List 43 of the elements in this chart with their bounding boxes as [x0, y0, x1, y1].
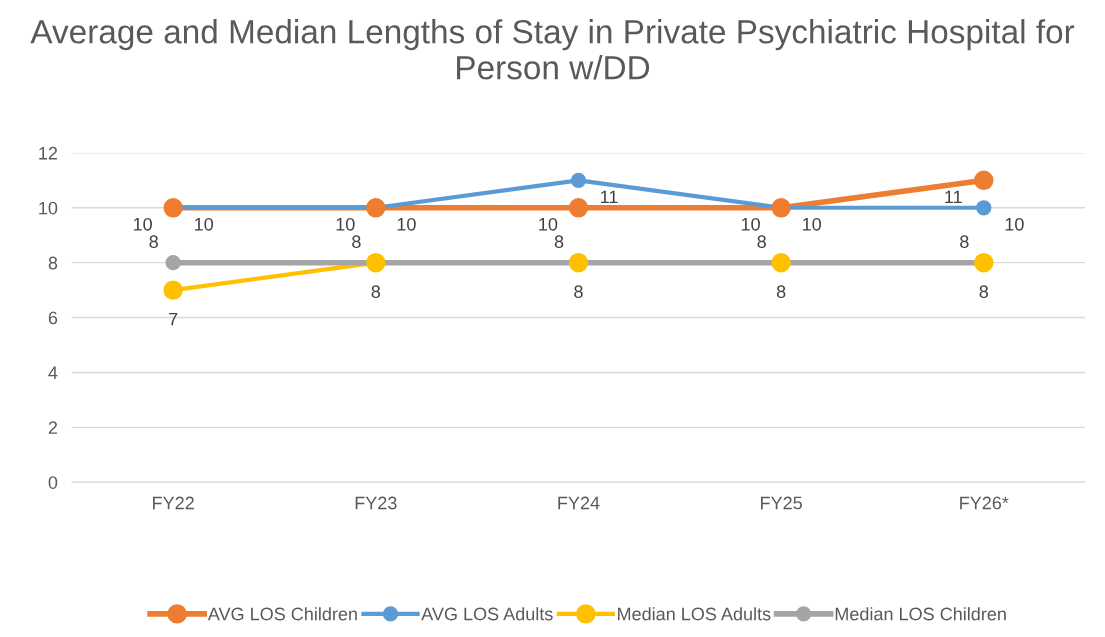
y-tick-label: 2	[48, 421, 58, 434]
data-label: 10	[1005, 217, 1024, 231]
x-tick-label: FY26*	[960, 496, 1009, 510]
data-label: 8	[554, 235, 564, 249]
data-label: 8	[960, 235, 969, 249]
legend-label: Median LOS Adults	[618, 607, 771, 621]
point	[570, 172, 587, 188]
y-tick-label: 6	[48, 311, 58, 325]
legend-label: AVG LOS Children	[207, 607, 357, 621]
chart-title: Average and Median Lengths of Stay in Private Psychiatric Hospital for Person w/DD	[30, 19, 1075, 80]
data-label: 10	[336, 217, 355, 231]
data-label: 7	[169, 312, 178, 326]
y-tick-label: 12	[39, 146, 58, 160]
data-label: 10	[741, 217, 760, 231]
data-label: 8	[352, 235, 361, 249]
data-label: 10	[195, 217, 214, 231]
data-label: 8	[371, 285, 381, 299]
x-tick-label: FY23	[355, 496, 397, 510]
data-label: 10	[803, 217, 822, 231]
y-tick-label: 10	[39, 201, 58, 215]
data-label: 8	[149, 235, 158, 249]
point	[163, 280, 183, 300]
data-label: 11	[601, 190, 618, 204]
data-label: 11	[945, 190, 962, 204]
data-label: 8	[776, 285, 786, 299]
data-label: 10	[539, 217, 558, 231]
point	[165, 255, 181, 271]
point	[974, 170, 994, 191]
y-tick-label: 0	[48, 476, 58, 489]
data-label: 8	[979, 285, 989, 299]
legend-label: AVG LOS Adults	[421, 607, 553, 621]
data-label: 10	[397, 217, 416, 231]
x-tick-label: FY25	[761, 496, 802, 510]
x-tick-label: FY22	[153, 496, 194, 510]
y-tick-label: 8	[48, 256, 58, 270]
data-label: 10	[133, 217, 152, 231]
point	[568, 198, 589, 218]
legend-label: Median LOS Children	[835, 607, 1006, 621]
data-label: 8	[757, 235, 766, 249]
y-tick-label: 4	[48, 366, 58, 379]
x-tick-label: FY24	[558, 496, 600, 510]
data-label: 8	[574, 285, 583, 299]
point	[976, 200, 992, 216]
